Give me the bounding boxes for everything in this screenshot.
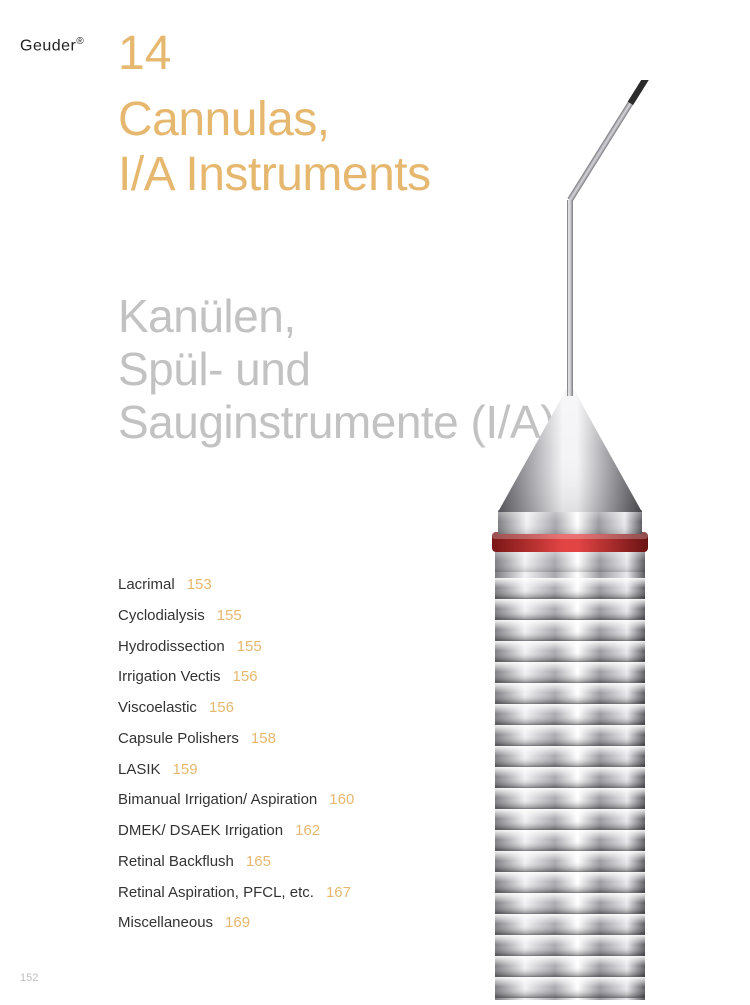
toc-row: Hydrodissection 155	[118, 632, 354, 663]
toc-label: Miscellaneous	[118, 914, 213, 931]
chapter-title-en: Cannulas,I/A Instruments	[118, 92, 431, 202]
toc-page: 162	[295, 822, 320, 839]
toc-page: 167	[326, 884, 351, 901]
page-number: 152	[20, 972, 38, 984]
toc-label: Lacrimal	[118, 576, 175, 593]
toc-row: Retinal Backflush 165	[118, 847, 354, 878]
toc-row: Irrigation Vectis 156	[118, 662, 354, 693]
chapter-number: 14	[118, 26, 171, 81]
toc-row: Miscellaneous 169	[118, 908, 354, 939]
toc-label: DMEK/ DSAEK Irrigation	[118, 822, 283, 839]
toc-page: 155	[237, 638, 262, 655]
toc-row: Lacrimal 153	[118, 570, 354, 601]
toc-row: Capsule Polishers 158	[118, 724, 354, 755]
toc-row: LASIK 159	[118, 755, 354, 786]
toc-page: 155	[217, 607, 242, 624]
toc-row: DMEK/ DSAEK Irrigation 162	[118, 816, 354, 847]
toc-page: 153	[187, 576, 212, 593]
toc-label: Viscoelastic	[118, 699, 197, 716]
brand-logo: Geuder®	[20, 36, 84, 55]
brand-name: Geuder	[20, 37, 76, 54]
instrument-illustration	[440, 80, 680, 1000]
toc-page: 159	[173, 761, 198, 778]
toc-label: Retinal Aspiration, PFCL, etc.	[118, 884, 314, 901]
toc-page: 165	[246, 853, 271, 870]
toc-row: Cyclodialysis 155	[118, 601, 354, 632]
toc-label: Retinal Backflush	[118, 853, 234, 870]
toc-page: 160	[329, 791, 354, 808]
toc-label: Hydrodissection	[118, 638, 225, 655]
toc-label: Bimanual Irrigation/ Aspiration	[118, 791, 317, 808]
brand-reg: ®	[76, 36, 84, 47]
toc-page: 169	[225, 914, 250, 931]
catalog-page: Geuder® 14 Cannulas,I/A Instruments Kanü…	[0, 0, 750, 1000]
toc-row: Retinal Aspiration, PFCL, etc. 167	[118, 878, 354, 909]
toc-page: 156	[209, 699, 234, 716]
toc-page: 158	[251, 730, 276, 747]
toc-row: Bimanual Irrigation/ Aspiration 160	[118, 785, 354, 816]
toc-label: Cyclodialysis	[118, 607, 205, 624]
toc-label: Capsule Polishers	[118, 730, 239, 747]
toc-label: LASIK	[118, 761, 161, 778]
toc-list: Lacrimal153Cyclodialysis155Hydrodissecti…	[118, 570, 354, 939]
chapter-title-de: Kanülen,Spül- undSauginstrumente (I/A)	[118, 290, 555, 449]
toc-page: 156	[233, 668, 258, 685]
toc-label: Irrigation Vectis	[118, 668, 221, 685]
toc-row: Viscoelastic 156	[118, 693, 354, 724]
